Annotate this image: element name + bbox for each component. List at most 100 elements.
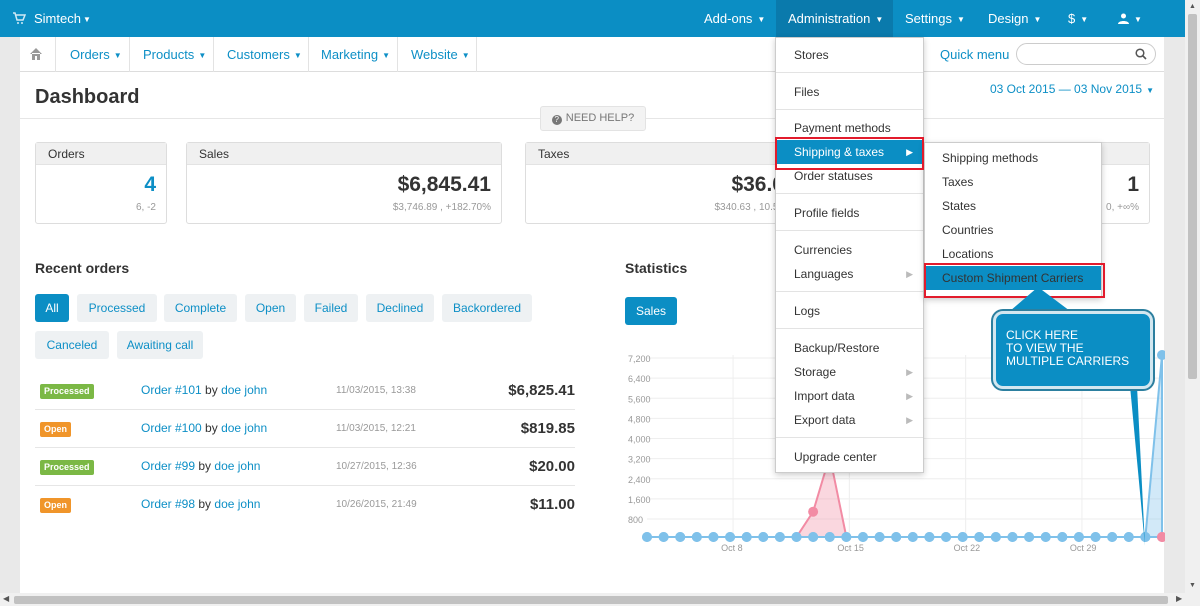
filter-complete[interactable]: Complete	[164, 294, 237, 322]
order-row[interactable]: Processed Order #101 by doe john 11/03/2…	[35, 372, 575, 410]
filter-all[interactable]: All	[35, 294, 69, 322]
tutorial-callout: CLICK HERE TO VIEW THE MULTIPLE CARRIERS	[993, 311, 1153, 389]
menu-item-shipping-taxes[interactable]: Shipping & taxes ▶	[776, 140, 923, 164]
scroll-thumb[interactable]	[1188, 14, 1197, 379]
horizontal-scrollbar[interactable]: ◀ ▶	[0, 593, 1200, 606]
status-badge: Processed	[40, 384, 94, 399]
order-amount: $20.00	[529, 458, 575, 475]
scroll-right-arrow[interactable]: ▶	[1176, 594, 1183, 603]
order-amount: $6,825.41	[508, 382, 575, 399]
customer-link[interactable]: doe john	[214, 497, 261, 511]
order-row[interactable]: Open Order #98 by doe john 10/26/2015, 2…	[35, 486, 575, 524]
submenu-item-shipping-methods[interactable]: Shipping methods	[942, 151, 1039, 165]
filter-open[interactable]: Open	[245, 294, 296, 322]
nav-currency[interactable]: $ ▼	[1068, 0, 1088, 37]
submenu-item-taxes[interactable]: Taxes	[942, 175, 974, 189]
nav-marketing[interactable]: Marketing ▼	[308, 37, 397, 72]
nav-settings[interactable]: Settings ▼	[905, 0, 965, 37]
scroll-down-arrow[interactable]: ▼	[1189, 582, 1196, 589]
menu-item-files[interactable]: Files	[794, 85, 820, 99]
submenu-item-states[interactable]: States	[942, 199, 977, 213]
order-number[interactable]: Order #98	[141, 497, 196, 511]
y-tick-label: 5,600	[628, 394, 651, 404]
nav-products[interactable]: Products ▼	[129, 37, 213, 72]
y-tick-label: 1,600	[628, 495, 651, 505]
order-by: by	[205, 383, 218, 397]
scroll-up-arrow[interactable]: ▲	[1189, 3, 1196, 10]
scroll-thumb[interactable]	[14, 596, 1168, 604]
secondary-nav: Orders ▼ Products ▼ Customers ▼ Marketing ▼ …	[20, 37, 1164, 72]
nav-orders[interactable]: Orders ▼	[55, 37, 129, 72]
chevron-down-icon: ▼	[382, 51, 390, 60]
customer-link[interactable]: doe john	[221, 421, 268, 435]
cart-icon[interactable]	[12, 11, 26, 25]
menu-item-stores[interactable]: Stores	[794, 48, 829, 62]
card-sales[interactable]: Sales $6,845.41 $3,746.89 , +182.70%	[186, 142, 502, 224]
search-icon[interactable]	[1135, 48, 1147, 60]
need-help-button[interactable]: ? NEED HELP?	[540, 106, 646, 131]
order-row[interactable]: Open Order #100 by doe john 11/03/2015, …	[35, 410, 575, 448]
card-orders[interactable]: Orders 4 6, -2	[35, 142, 167, 224]
filter-backordered[interactable]: Backordered	[442, 294, 532, 322]
y-tick-label: 4,000	[628, 435, 651, 445]
menu-item-storage[interactable]: Storage ▶	[776, 360, 923, 384]
nav-administration[interactable]: Administration ▼	[776, 0, 893, 37]
card-other[interactable]: 1 0, +∞%	[1095, 142, 1150, 224]
order-number[interactable]: Order #100	[141, 421, 202, 435]
vertical-scrollbar[interactable]: ▲ ▼	[1185, 0, 1200, 593]
customer-link[interactable]: doe john	[214, 459, 261, 473]
card-orders-value: 4	[144, 173, 156, 196]
nav-design[interactable]: Design ▼	[988, 0, 1041, 37]
filter-processed[interactable]: Processed	[77, 294, 157, 322]
y-tick-label: 3,200	[628, 455, 651, 465]
nav-user[interactable]: ▼	[1118, 0, 1142, 37]
submenu-item-countries[interactable]: Countries	[942, 223, 994, 237]
order-number[interactable]: Order #101	[141, 383, 202, 397]
filter-declined[interactable]: Declined	[366, 294, 434, 322]
order-by: by	[205, 421, 218, 435]
filter-failed[interactable]: Failed	[304, 294, 358, 322]
filter-canceled[interactable]: Canceled	[35, 331, 109, 359]
menu-item-export-data[interactable]: Export data ▶	[776, 408, 923, 432]
menu-item-profile-fields[interactable]: Profile fields	[794, 206, 860, 220]
menu-divider	[776, 230, 923, 231]
submenu-item-locations[interactable]: Locations	[942, 247, 994, 261]
menu-item-logs[interactable]: Logs	[794, 304, 821, 318]
tab-sales[interactable]: Sales	[625, 297, 677, 325]
date-range-label: 03 Oct 2015 — 03 Nov 2015	[990, 82, 1143, 96]
menu-item-backup-restore[interactable]: Backup/Restore	[794, 341, 880, 355]
nav-customers[interactable]: Customers ▼	[213, 37, 308, 72]
store-switcher[interactable]: Simtech ▼	[34, 0, 91, 37]
scroll-left-arrow[interactable]: ◀	[3, 594, 10, 603]
filter-awaiting-call[interactable]: Awaiting call	[117, 331, 203, 359]
order-row[interactable]: Processed Order #99 by doe john 10/27/20…	[35, 448, 575, 486]
chevron-down-icon: ▼	[757, 15, 766, 24]
help-icon: ?	[551, 115, 562, 125]
data-point	[1040, 532, 1051, 542]
date-range-picker[interactable]: 03 Oct 2015 — 03 Nov 2015 ▼	[990, 82, 1154, 96]
order-link[interactable]: Order #99 by doe john	[141, 459, 260, 473]
data-point	[1157, 532, 1165, 542]
quick-search-input[interactable]	[1016, 43, 1156, 65]
customer-link[interactable]: doe john	[221, 383, 268, 397]
menu-item-payment-methods[interactable]: Payment methods	[794, 121, 891, 135]
nav-addons[interactable]: Add-ons ▼	[704, 0, 765, 37]
home-icon[interactable]	[29, 47, 43, 61]
menu-item-import-data[interactable]: Import data ▶	[776, 384, 923, 408]
order-link[interactable]: Order #98 by doe john	[141, 497, 260, 511]
data-point	[675, 532, 686, 542]
quick-menu-link[interactable]: Quick menu	[940, 47, 1010, 62]
menu-item-order-statuses[interactable]: Order statuses	[794, 169, 873, 183]
order-link[interactable]: Order #100 by doe john	[141, 421, 267, 435]
order-number[interactable]: Order #99	[141, 459, 196, 473]
menu-item-currencies[interactable]: Currencies	[794, 243, 853, 257]
menu-item-upgrade-center[interactable]: Upgrade center	[794, 450, 877, 464]
submenu-item-custom-shipment-carriers[interactable]: Custom Shipment Carriers	[925, 266, 1101, 290]
data-point	[841, 532, 852, 542]
order-link[interactable]: Order #101 by doe john	[141, 383, 267, 397]
card-taxes[interactable]: Taxes $36.0 $340.63 , 10.57	[525, 142, 795, 224]
data-point	[691, 532, 702, 542]
nav-website[interactable]: Website ▼	[397, 37, 477, 72]
menu-item-languages[interactable]: Languages ▶	[776, 262, 923, 286]
chevron-right-icon: ▶	[906, 391, 913, 401]
